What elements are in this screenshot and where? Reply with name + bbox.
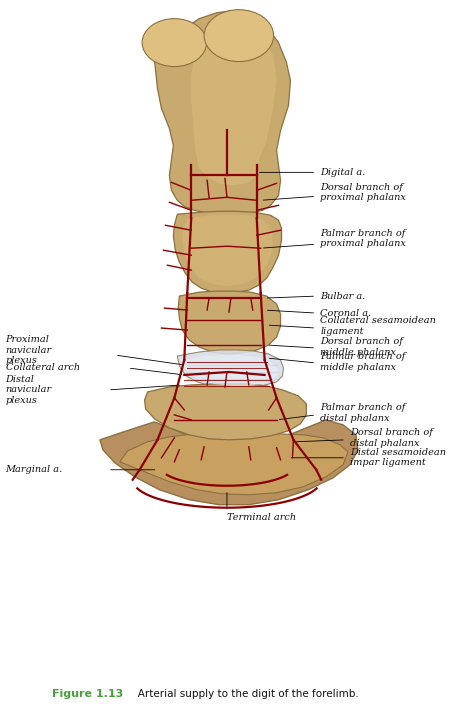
Polygon shape	[145, 384, 307, 440]
Text: Coronal a.: Coronal a.	[320, 309, 371, 317]
Text: Palmar branch of
proximal phalanx: Palmar branch of proximal phalanx	[320, 228, 406, 248]
Text: Palmar branch of
middle phalanx: Palmar branch of middle phalanx	[320, 352, 406, 372]
Text: Collateral sesamoidean
ligament: Collateral sesamoidean ligament	[320, 317, 436, 336]
Polygon shape	[177, 350, 283, 388]
Polygon shape	[174, 212, 281, 293]
Text: Figure 1.13: Figure 1.13	[53, 689, 123, 699]
Polygon shape	[191, 23, 277, 185]
Text: Distal
navicular
plexus: Distal navicular plexus	[6, 375, 52, 405]
Text: Arterial supply to the digit of the forelimb.: Arterial supply to the digit of the fore…	[128, 689, 359, 699]
Text: Distal sesamoidean
impar ligament: Distal sesamoidean impar ligament	[350, 448, 446, 467]
Ellipse shape	[142, 18, 207, 66]
Text: Dorsal branch of
distal phalanx: Dorsal branch of distal phalanx	[350, 428, 433, 448]
Ellipse shape	[204, 10, 273, 61]
Text: Dorsal branch of
middle phalanx: Dorsal branch of middle phalanx	[320, 337, 403, 357]
Polygon shape	[182, 214, 272, 286]
Polygon shape	[178, 291, 280, 354]
Text: Marginal a.: Marginal a.	[6, 465, 63, 474]
Polygon shape	[184, 355, 279, 386]
Text: Palmar branch of
distal phalanx: Palmar branch of distal phalanx	[320, 403, 406, 422]
Polygon shape	[100, 420, 358, 505]
Text: Dorsal branch of
proximal phalanx: Dorsal branch of proximal phalanx	[320, 183, 406, 202]
Polygon shape	[155, 11, 290, 214]
Text: Proximal
navicular
plexus: Proximal navicular plexus	[6, 335, 52, 365]
Polygon shape	[120, 433, 348, 495]
Text: Digital a.: Digital a.	[320, 168, 366, 177]
Text: Bulbar a.: Bulbar a.	[320, 292, 366, 300]
Text: Collateral arch: Collateral arch	[6, 364, 80, 372]
Text: Terminal arch: Terminal arch	[227, 513, 296, 522]
